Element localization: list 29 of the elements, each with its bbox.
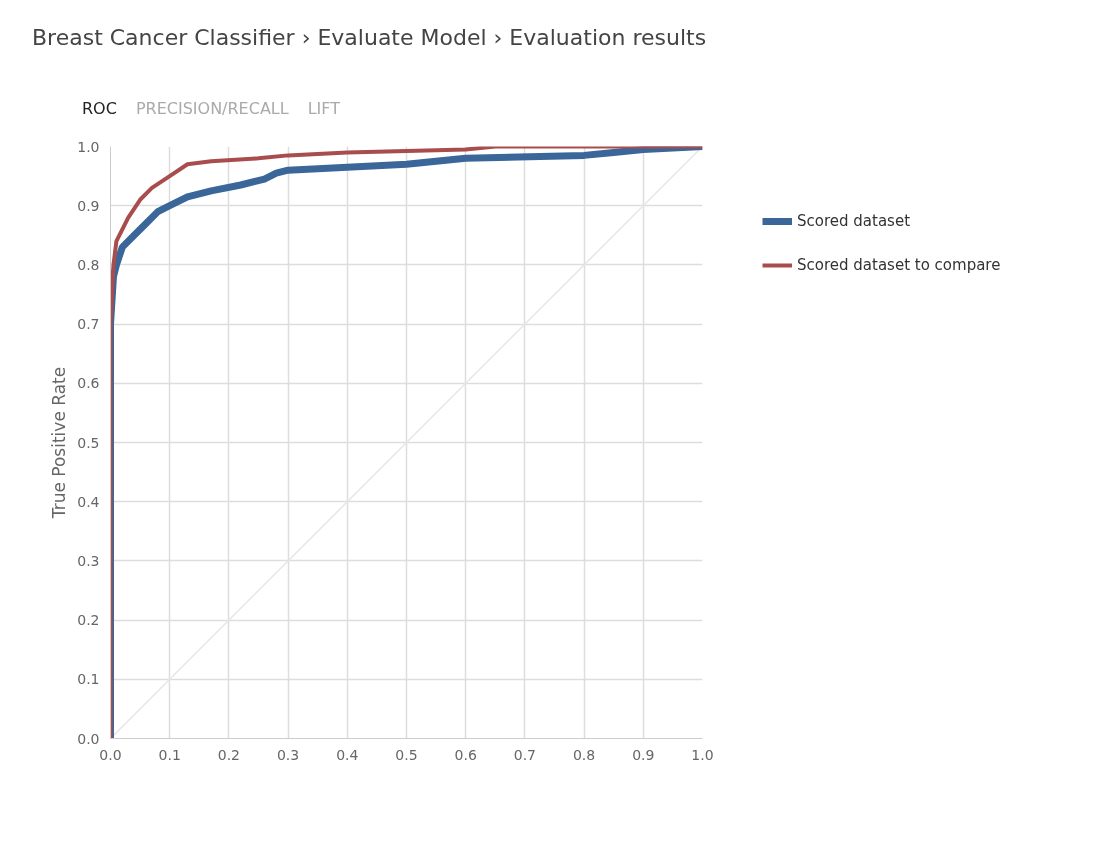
y-tick-label: 0.5	[77, 434, 100, 451]
x-tick-label: 0.6	[454, 746, 477, 763]
y-tick-label: 0.8	[77, 257, 100, 274]
x-tick-label: 0.4	[336, 746, 359, 763]
y-tick-label: 0.7	[77, 316, 100, 333]
text: LIFT	[307, 98, 340, 121]
x-tick-label: 0.3	[276, 746, 300, 763]
y-axis-title: True Positive Rate	[49, 367, 70, 520]
y-tick-label: 0.2	[77, 612, 100, 629]
x-tick-label: 0.1	[158, 746, 181, 763]
text: ROC	[82, 98, 117, 121]
chart-title: Breast Cancer Classifier › Evaluate Model › Evaluation results	[32, 24, 707, 52]
text: PRECISION/RECALL	[135, 98, 289, 121]
x-tick-label: 0.7	[513, 746, 537, 763]
x-tick-label: 1.0	[691, 746, 714, 763]
legend-label: Scored dataset to compare	[797, 256, 1001, 275]
y-tick-label: 0.0	[77, 730, 100, 747]
y-tick-label: 0.9	[77, 197, 100, 214]
x-tick-label: 0.5	[395, 746, 418, 763]
legend-label: Scored dataset	[797, 212, 911, 231]
y-tick-label: 0.6	[77, 375, 100, 392]
y-tick-label: 1.0	[77, 138, 100, 155]
x-tick-label: 0.8	[572, 746, 596, 763]
x-tick-label: 0.9	[632, 746, 655, 763]
x-tick-label: 0.0	[99, 746, 122, 763]
y-tick-label: 0.1	[77, 671, 100, 688]
y-tick-label: 0.3	[77, 553, 100, 570]
x-tick-label: 0.2	[217, 746, 241, 763]
y-tick-label: 0.4	[77, 493, 100, 510]
